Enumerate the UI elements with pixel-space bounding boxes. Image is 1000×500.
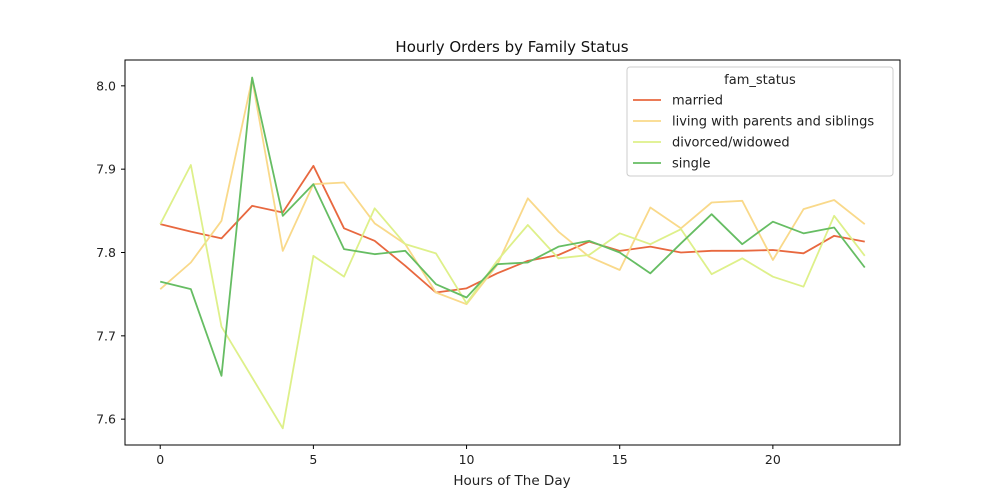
- series-3: [160, 76, 866, 377]
- series-line: [160, 76, 866, 377]
- legend-label: single: [672, 157, 711, 172]
- axes-layer: 0 5 10 15 20 7.6 7.7 7.8 7.9 8.0: [96, 59, 901, 467]
- series-0: [160, 164, 865, 294]
- series-line: [160, 164, 865, 294]
- x-tick-label: 5: [309, 452, 317, 467]
- chart-title: Hourly Orders by Family Status: [395, 38, 628, 56]
- y-tick-label: 7.9: [96, 162, 116, 177]
- series-layer: [159, 76, 866, 430]
- x-tick-label: 10: [459, 452, 475, 467]
- legend-label: divorced/widowed: [672, 136, 790, 151]
- legend-item: divorced/widowed: [633, 136, 790, 151]
- series-line: [159, 164, 866, 430]
- legend-label: married: [672, 94, 723, 109]
- x-tick-label: 0: [156, 452, 164, 467]
- series-line: [159, 78, 866, 306]
- series-2: [159, 164, 866, 430]
- x-tick-label: 15: [612, 452, 628, 467]
- series-1: [159, 78, 866, 306]
- y-tick-label: 7.7: [96, 328, 116, 343]
- legend-item: living with parents and siblings: [633, 115, 874, 130]
- x-axis-title: Hours of The Day: [453, 473, 570, 489]
- legend-title: fam_status: [724, 73, 796, 88]
- legend-item: married: [633, 94, 723, 109]
- legend-box: [626, 66, 894, 177]
- y-tick-label: 7.8: [96, 245, 116, 260]
- legend-item: single: [633, 157, 711, 172]
- x-tick-label: 20: [765, 452, 781, 467]
- legend-label: living with parents and siblings: [672, 115, 874, 130]
- y-tick-label: 7.6: [96, 412, 116, 427]
- y-tick-label: 8.0: [96, 78, 116, 93]
